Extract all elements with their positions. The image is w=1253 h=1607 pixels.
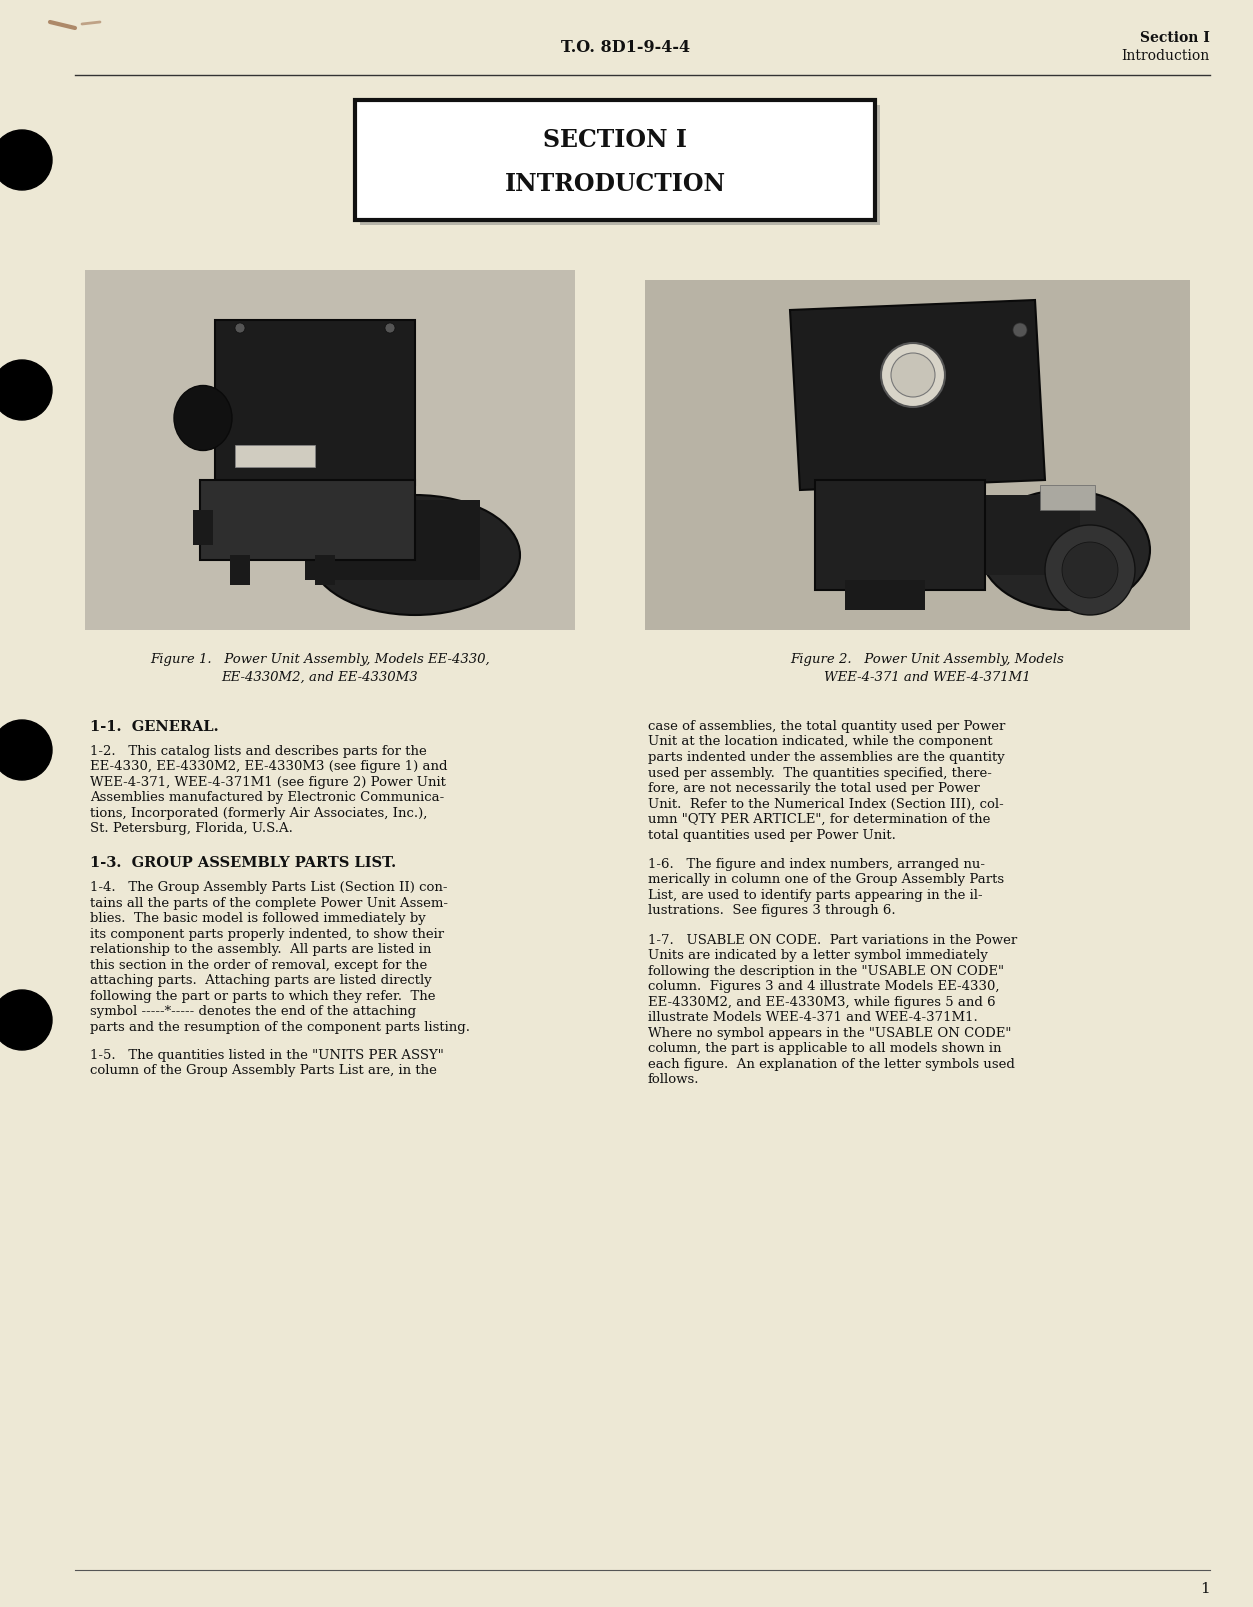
Text: WEE-4-371, WEE-4-371M1 (see figure 2) Power Unit: WEE-4-371, WEE-4-371M1 (see figure 2) Po… — [90, 776, 446, 789]
Text: total quantities used per Power Unit.: total quantities used per Power Unit. — [648, 829, 896, 842]
Text: relationship to the assembly.  All parts are listed in: relationship to the assembly. All parts … — [90, 943, 431, 956]
Text: its component parts properly indented, to show their: its component parts properly indented, t… — [90, 927, 444, 940]
Text: 1-2.   This catalog lists and describes parts for the: 1-2. This catalog lists and describes pa… — [90, 744, 427, 759]
Text: EE-4330, EE-4330M2, EE-4330M3 (see figure 1) and: EE-4330, EE-4330M2, EE-4330M3 (see figur… — [90, 760, 447, 773]
Text: symbol -----*----- denotes the end of the attaching: symbol -----*----- denotes the end of th… — [90, 1006, 416, 1019]
Bar — [355, 100, 875, 220]
Text: lustrations.  See figures 3 through 6.: lustrations. See figures 3 through 6. — [648, 905, 896, 918]
Bar — [360, 104, 880, 225]
Text: List, are used to identify parts appearing in the il-: List, are used to identify parts appeari… — [648, 889, 982, 902]
Text: follows.: follows. — [648, 1073, 699, 1086]
Text: Figure 2.   Power Unit Assembly, Models: Figure 2. Power Unit Assembly, Models — [791, 652, 1064, 665]
Text: tains all the parts of the complete Power Unit Assem-: tains all the parts of the complete Powe… — [90, 897, 449, 910]
Text: 1-6.   The figure and index numbers, arranged nu-: 1-6. The figure and index numbers, arran… — [648, 858, 985, 871]
Bar — [193, 509, 213, 545]
Text: Introduction: Introduction — [1121, 48, 1210, 63]
Text: EE-4330M2, and EE-4330M3: EE-4330M2, and EE-4330M3 — [222, 672, 419, 685]
Text: Section I: Section I — [1140, 31, 1210, 45]
Circle shape — [0, 990, 53, 1049]
Bar — [200, 480, 415, 559]
Text: 1: 1 — [1200, 1581, 1210, 1596]
Text: column of the Group Assembly Parts List are, in the: column of the Group Assembly Parts List … — [90, 1064, 437, 1077]
Text: SECTION I: SECTION I — [543, 127, 687, 151]
Circle shape — [1045, 525, 1135, 615]
Bar — [85, 270, 575, 630]
Bar — [315, 554, 335, 585]
Text: illustrate Models WEE-4-371 and WEE-4-371M1.: illustrate Models WEE-4-371 and WEE-4-37… — [648, 1011, 977, 1024]
Text: parts and the resumption of the component parts listing.: parts and the resumption of the componen… — [90, 1020, 470, 1033]
Bar — [645, 280, 1190, 630]
Circle shape — [1012, 323, 1027, 337]
Text: 1-7.   USABLE ON CODE.  Part variations in the Power: 1-7. USABLE ON CODE. Part variations in … — [648, 934, 1017, 947]
Text: WEE-4-371 and WEE-4-371M1: WEE-4-371 and WEE-4-371M1 — [824, 672, 1031, 685]
Ellipse shape — [309, 495, 520, 615]
Text: Assemblies manufactured by Electronic Communica-: Assemblies manufactured by Electronic Co… — [90, 791, 445, 804]
Circle shape — [0, 720, 53, 779]
Bar — [845, 580, 925, 611]
Text: Unit at the location indicated, while the component: Unit at the location indicated, while th… — [648, 736, 992, 749]
Text: Figure 1.   Power Unit Assembly, Models EE-4330,: Figure 1. Power Unit Assembly, Models EE… — [150, 652, 490, 665]
Text: used per assembly.  The quantities specified, there-: used per assembly. The quantities specif… — [648, 767, 992, 779]
Circle shape — [881, 342, 945, 407]
Text: merically in column one of the Group Assembly Parts: merically in column one of the Group Ass… — [648, 874, 1004, 887]
Text: parts indented under the assemblies are the quantity: parts indented under the assemblies are … — [648, 750, 1005, 763]
Text: blies.  The basic model is followed immediately by: blies. The basic model is followed immed… — [90, 913, 426, 926]
Bar — [1040, 485, 1095, 509]
Text: T.O. 8D1-9-4-4: T.O. 8D1-9-4-4 — [561, 40, 690, 56]
Ellipse shape — [980, 490, 1150, 611]
Text: EE-4330M2, and EE-4330M3, while figures 5 and 6: EE-4330M2, and EE-4330M3, while figures … — [648, 996, 996, 1009]
Polygon shape — [789, 301, 1045, 490]
Text: this section in the order of removal, except for the: this section in the order of removal, ex… — [90, 959, 427, 972]
Circle shape — [0, 360, 53, 419]
Circle shape — [1063, 542, 1118, 598]
Text: Unit.  Refer to the Numerical Index (Section III), col-: Unit. Refer to the Numerical Index (Sect… — [648, 797, 1004, 810]
Circle shape — [236, 323, 246, 333]
Text: following the part or parts to which they refer.  The: following the part or parts to which the… — [90, 990, 436, 1003]
Text: each figure.  An explanation of the letter symbols used: each figure. An explanation of the lette… — [648, 1057, 1015, 1070]
Text: column.  Figures 3 and 4 illustrate Models EE-4330,: column. Figures 3 and 4 illustrate Model… — [648, 980, 1000, 993]
Circle shape — [0, 130, 53, 190]
Circle shape — [891, 354, 935, 397]
Text: umn "QTY PER ARTICLE", for determination of the: umn "QTY PER ARTICLE", for determination… — [648, 813, 990, 826]
Bar — [236, 445, 315, 468]
Bar — [216, 320, 415, 485]
Text: following the description in the "USABLE ON CODE": following the description in the "USABLE… — [648, 964, 1004, 979]
Text: column, the part is applicable to all models shown in: column, the part is applicable to all mo… — [648, 1043, 1001, 1056]
Text: 1-5.   The quantities listed in the "UNITS PER ASSY": 1-5. The quantities listed in the "UNITS… — [90, 1049, 444, 1062]
Bar — [814, 480, 985, 590]
Circle shape — [385, 323, 395, 333]
Bar — [231, 554, 251, 585]
Text: 1-4.   The Group Assembly Parts List (Section II) con-: 1-4. The Group Assembly Parts List (Sect… — [90, 881, 447, 893]
Text: Units are indicated by a letter symbol immediately: Units are indicated by a letter symbol i… — [648, 950, 987, 963]
Bar — [304, 500, 480, 580]
Ellipse shape — [174, 386, 232, 450]
Text: attaching parts.  Attaching parts are listed directly: attaching parts. Attaching parts are lis… — [90, 974, 432, 987]
Text: fore, are not necessarily the total used per Power: fore, are not necessarily the total used… — [648, 783, 980, 795]
Text: 1-1.  GENERAL.: 1-1. GENERAL. — [90, 720, 218, 734]
Text: case of assemblies, the total quantity used per Power: case of assemblies, the total quantity u… — [648, 720, 1005, 733]
Text: INTRODUCTION: INTRODUCTION — [505, 172, 725, 196]
Text: Where no symbol appears in the "USABLE ON CODE": Where no symbol appears in the "USABLE O… — [648, 1027, 1011, 1040]
Text: 1-3.  GROUP ASSEMBLY PARTS LIST.: 1-3. GROUP ASSEMBLY PARTS LIST. — [90, 857, 396, 871]
Text: tions, Incorporated (formerly Air Associates, Inc.),: tions, Incorporated (formerly Air Associ… — [90, 807, 427, 820]
Text: St. Petersburg, Florida, U.S.A.: St. Petersburg, Florida, U.S.A. — [90, 823, 293, 836]
Bar — [980, 495, 1080, 575]
